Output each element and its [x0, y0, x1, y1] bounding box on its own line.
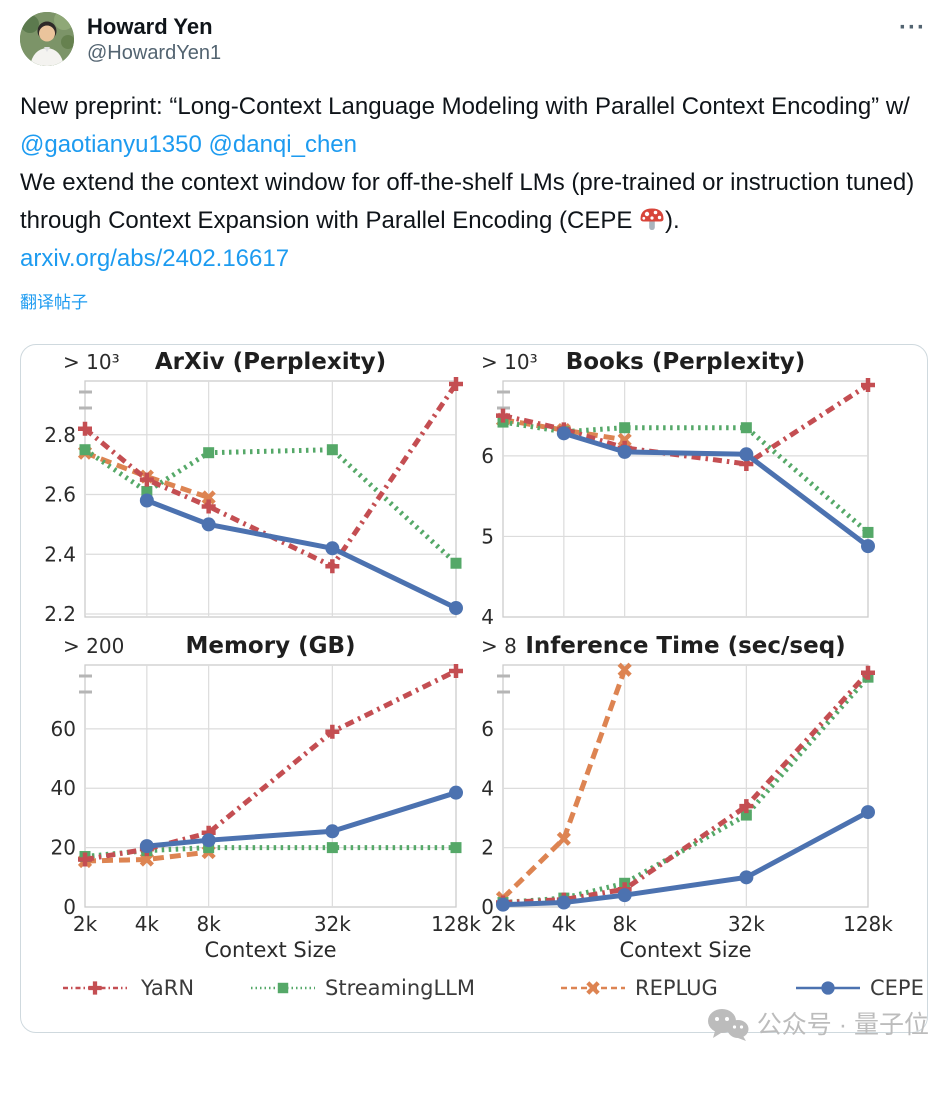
series-line-cepe: [563, 430, 870, 549]
x-tick-label: 2k: [73, 912, 98, 936]
legend-label: StreamingLLM: [325, 976, 475, 1000]
x-tick-label: 8k: [612, 912, 637, 936]
tweet-image-figure[interactable]: 2.2 2.4 2.6 2.8 > 10³ ArXiv (Perplexity) 4 5 6 > …: [20, 344, 929, 1041]
watermark-text: 公众号 · 量子位: [756, 1011, 929, 1039]
display-name[interactable]: Howard Yen: [87, 14, 213, 39]
y-tick-label: 2.4: [44, 542, 76, 566]
y-tick-label: 4: [481, 776, 494, 800]
y-tick-label: 20: [51, 836, 76, 860]
translate-post-link[interactable]: 翻译帖子: [20, 293, 88, 312]
avatar[interactable]: [20, 12, 74, 66]
legend-label: REPLUG: [635, 976, 718, 1000]
axis-break-label: > 10³: [481, 350, 538, 374]
user-handle[interactable]: @HowardYen1: [87, 42, 222, 64]
x-axis-label: Context Size: [204, 938, 336, 962]
mention-link[interactable]: @gaotianyu1350: [20, 131, 202, 158]
legend-label: YaRN: [140, 976, 194, 1000]
series-line-replug: [501, 668, 628, 900]
x-tick-label: 128k: [843, 912, 893, 936]
author-names[interactable]: Howard Yen @HowardYen1: [87, 12, 221, 66]
tweet: Howard Yen @HowardYen1 ··· New preprint:…: [20, 0, 929, 1041]
avatar-photo: [20, 12, 74, 66]
x-tick-label: 4k: [552, 912, 577, 936]
chart-arxiv-perplexity: 2.2 2.4 2.6 2.8 > 10³ ArXiv (Perplexity): [44, 349, 463, 626]
chart-title: ArXiv (Perplexity): [155, 349, 386, 375]
chart-inference-time-sec-seq: 0 2 4 6 > 8 Inference Time (sec/seq) 2k 4k 8k 32k…: [481, 633, 893, 962]
y-tick-label: 2.6: [44, 483, 76, 507]
y-tick-label: 40: [51, 776, 76, 800]
x-axis-label: Context Size: [619, 938, 751, 962]
chart-books-perplexity: 4 5 6 > 10³ Books (Perplexity): [481, 349, 875, 629]
y-tick-label: 2: [481, 836, 494, 860]
y-tick-label: 4: [481, 605, 494, 629]
y-tick-label: 6: [481, 717, 494, 741]
axis-break-label: > 8: [481, 634, 517, 658]
chart-memory-gb: 0 20 40 60 > 200 Memory (GB) 2k 4k 8k 32k 128k Cont…: [51, 633, 482, 962]
y-tick-label: 2.8: [44, 423, 76, 447]
tweet-text: New preprint: “Long-Context Language Mod…: [20, 93, 917, 234]
series-line-yarn: [83, 382, 459, 569]
x-tick-label: 32k: [314, 912, 351, 936]
legend-item-streamingllm: StreamingLLM: [251, 976, 475, 1000]
y-tick-label: 6: [481, 444, 494, 468]
y-tick-label: 60: [51, 717, 76, 741]
x-tick-label: 2k: [491, 912, 516, 936]
x-tick-label: 32k: [728, 912, 765, 936]
mushroom-emoji: [639, 207, 665, 234]
legend-item-replug: REPLUG: [561, 976, 718, 1000]
more-menu-icon[interactable]: ···: [899, 14, 926, 41]
tweet-header: Howard Yen @HowardYen1 ···: [20, 0, 928, 66]
legend-item-yarn: YaRN: [63, 976, 194, 1000]
axis-break-label: > 200: [63, 634, 124, 658]
wechat-icon: [707, 1009, 749, 1041]
series-line-streamingllm: [84, 845, 456, 860]
y-tick-label: 0: [63, 895, 76, 919]
axis-break-label: > 10³: [63, 350, 120, 374]
x-tick-label: 128k: [431, 912, 481, 936]
chart-title: Books (Perplexity): [566, 349, 806, 375]
x-tick-label: 8k: [196, 912, 221, 936]
chart-title: Inference Time (sec/seq): [525, 633, 845, 659]
series-line-cepe: [146, 790, 457, 849]
figure-image: 2.2 2.4 2.6 2.8 > 10³ ArXiv (Perplexity) 4 5 6 > …: [44, 349, 924, 1000]
mention-link[interactable]: @danqi_chen: [208, 131, 357, 158]
watermark: 公众号 · 量子位: [707, 1008, 929, 1042]
legend-label: CEPE: [870, 976, 924, 1000]
legend-item-cepe: CEPE: [796, 976, 924, 1000]
y-tick-label: 2.2: [44, 602, 76, 626]
y-tick-label: 0: [481, 895, 494, 919]
y-tick-label: 5: [481, 524, 494, 548]
chart-title: Memory (GB): [185, 633, 355, 659]
x-tick-label: 4k: [135, 912, 160, 936]
arxiv-link[interactable]: arxiv.org/abs/2402.16617: [20, 245, 290, 272]
series-line-streamingllm: [502, 675, 870, 906]
series-line-cepe: [145, 498, 458, 611]
